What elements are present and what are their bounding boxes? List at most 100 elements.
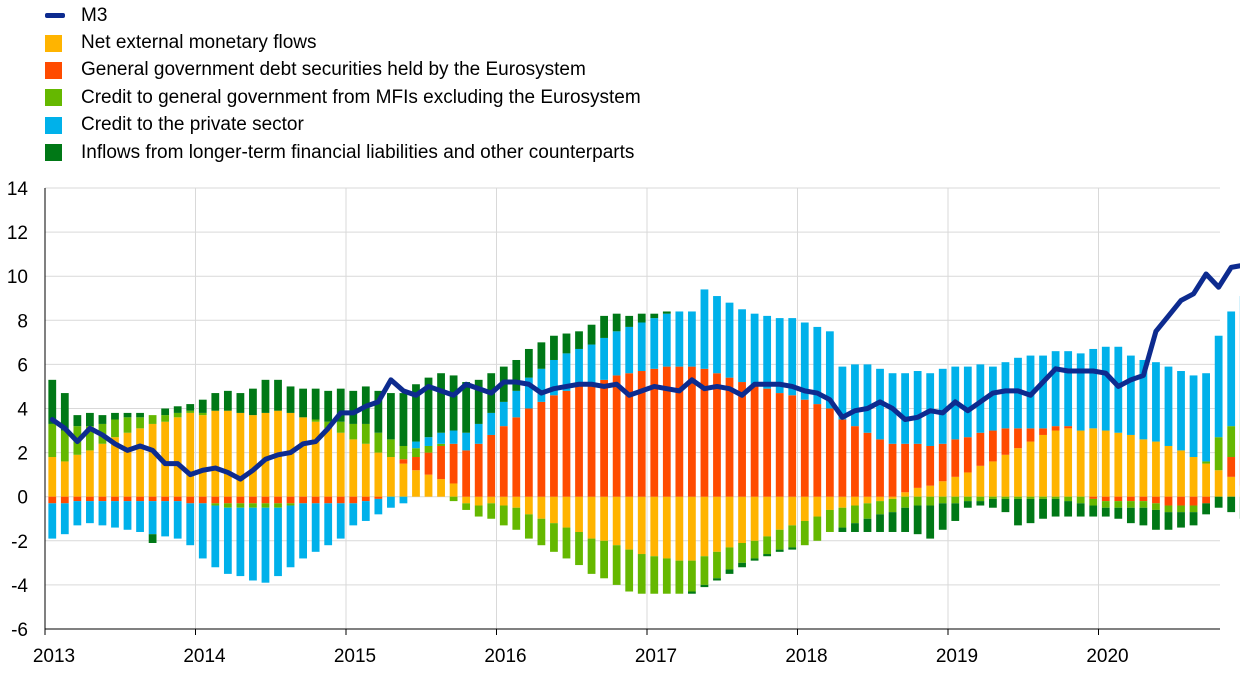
bar-segment bbox=[261, 503, 270, 508]
bar-segment bbox=[738, 543, 746, 563]
x-tick-label: 2019 bbox=[936, 646, 978, 667]
bar-segment bbox=[675, 366, 684, 497]
bar-segment bbox=[399, 445, 408, 460]
bar-segment bbox=[976, 501, 985, 506]
bar-segment bbox=[963, 501, 972, 508]
bar-segment bbox=[1101, 496, 1110, 502]
legend-label-net-external-monetary-flows: Net external monetary flows bbox=[81, 32, 317, 54]
bar-segment bbox=[474, 505, 483, 517]
bar-segment bbox=[587, 538, 596, 574]
bar-segment bbox=[1177, 496, 1185, 506]
bar-segment bbox=[173, 417, 182, 497]
bar-segment bbox=[424, 445, 433, 453]
bar-segment bbox=[236, 412, 245, 497]
bar-segment bbox=[449, 496, 458, 502]
bar-segment bbox=[989, 496, 997, 499]
bar-segment bbox=[111, 437, 119, 497]
bar-segment bbox=[1202, 463, 1210, 497]
bar-segment bbox=[111, 412, 119, 420]
bar-segment bbox=[512, 359, 521, 391]
bar-segment bbox=[111, 496, 119, 502]
bar-segment bbox=[838, 366, 847, 420]
bar-segment bbox=[713, 578, 721, 581]
bar-segment bbox=[1064, 428, 1073, 497]
legend-swatch-credit-gov-mfi bbox=[45, 89, 62, 107]
bar-segment bbox=[336, 388, 345, 422]
bar-segment bbox=[938, 368, 947, 444]
bar-segment bbox=[1101, 507, 1110, 517]
bar-segment bbox=[1014, 448, 1022, 497]
bar-segment bbox=[587, 324, 596, 345]
bar-segment bbox=[838, 527, 847, 532]
bar-segment bbox=[324, 496, 333, 504]
y-tick-label: 6 bbox=[17, 355, 28, 376]
bar-segment bbox=[788, 525, 797, 548]
bar-segment bbox=[211, 496, 220, 504]
bar-segment bbox=[1001, 454, 1010, 497]
bar-segment bbox=[876, 439, 884, 497]
bar-segment bbox=[424, 437, 433, 446]
x-tick-label: 2015 bbox=[334, 646, 376, 667]
bar-segment bbox=[1039, 434, 1047, 497]
bar-segment bbox=[688, 560, 696, 592]
bar-segment bbox=[274, 507, 282, 577]
bar-segment bbox=[537, 496, 546, 519]
bar-segment bbox=[211, 410, 220, 497]
bar-segment bbox=[1101, 346, 1110, 431]
bar-segment bbox=[462, 382, 471, 433]
bar-segment bbox=[437, 445, 445, 480]
bar-segment bbox=[1114, 432, 1123, 497]
bar-segment bbox=[123, 501, 132, 530]
bar-segment bbox=[462, 496, 471, 504]
bar-segment bbox=[161, 421, 170, 497]
bar-segment bbox=[876, 501, 884, 515]
bar-segment bbox=[600, 496, 608, 541]
bar-segment bbox=[750, 496, 759, 541]
bar-segment bbox=[474, 496, 483, 506]
bar-segment bbox=[223, 503, 232, 508]
bar-segment bbox=[148, 534, 157, 543]
bar-segment bbox=[938, 496, 947, 504]
bar-segment bbox=[625, 373, 634, 497]
legend-item-m3: M3 bbox=[45, 2, 641, 29]
bar-segment bbox=[700, 584, 709, 588]
bar-segment bbox=[173, 501, 182, 539]
bar-segment bbox=[612, 545, 621, 585]
bar-segment bbox=[412, 441, 420, 449]
bar-segment bbox=[775, 318, 784, 394]
bar-segment bbox=[575, 348, 583, 387]
bar-segment bbox=[1114, 346, 1123, 433]
bar-segment bbox=[1051, 496, 1060, 499]
bar-segment bbox=[60, 503, 69, 535]
bar-segment bbox=[1001, 498, 1010, 513]
bar-segment bbox=[851, 505, 859, 524]
bar-segment bbox=[788, 547, 797, 550]
bar-segment bbox=[1214, 437, 1223, 471]
bar-segment bbox=[851, 523, 859, 532]
bar-segment bbox=[938, 481, 947, 497]
bar-segment bbox=[1014, 428, 1022, 449]
bar-segment bbox=[625, 315, 634, 327]
bar-segment bbox=[901, 373, 909, 444]
bar-segment bbox=[1026, 498, 1035, 524]
bar-segment bbox=[1126, 507, 1135, 524]
y-tick-label: -2 bbox=[11, 532, 28, 553]
bar-segment bbox=[299, 417, 307, 497]
bar-segment bbox=[1152, 441, 1160, 497]
bar-segment bbox=[1089, 496, 1098, 499]
bar-segment bbox=[449, 430, 458, 444]
bar-segment bbox=[223, 410, 232, 497]
bar-segment bbox=[186, 412, 195, 497]
bar-segment bbox=[537, 342, 546, 369]
bar-segment bbox=[73, 496, 82, 502]
bar-segment bbox=[926, 445, 935, 486]
bar-segment bbox=[700, 368, 709, 497]
bar-segment bbox=[1177, 505, 1185, 513]
bar-segment bbox=[1202, 496, 1210, 504]
bar-segment bbox=[901, 443, 909, 493]
bar-segment bbox=[1139, 439, 1148, 497]
bar-segment bbox=[387, 496, 395, 508]
bar-segment bbox=[825, 496, 834, 510]
bar-segment bbox=[1114, 501, 1123, 508]
legend-item-credit-gov-mfi: Credit to general government from MFIs e… bbox=[45, 84, 641, 111]
